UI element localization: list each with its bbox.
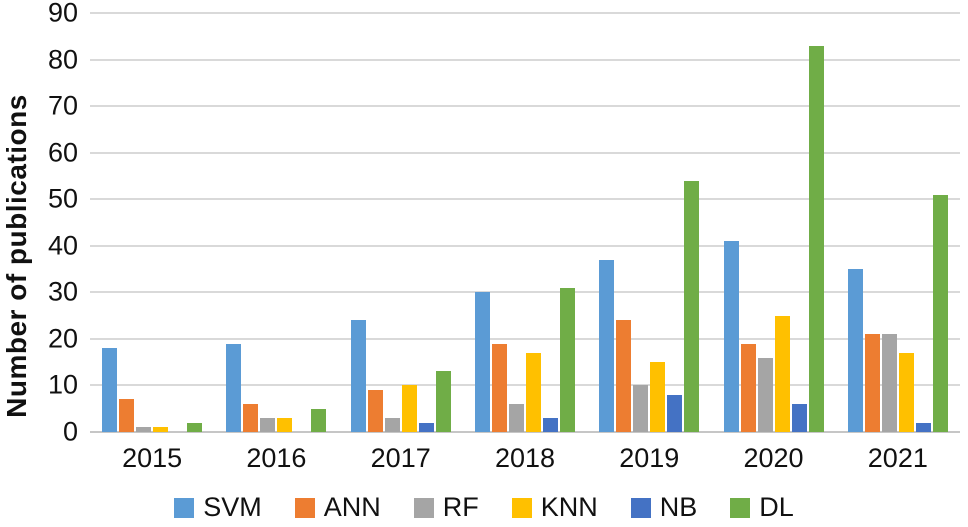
bar-rf-2020 — [757, 357, 773, 432]
legend-label: ANN — [323, 492, 381, 522]
x-tick-label-2020: 2020 — [743, 443, 804, 473]
y-tick-label-40: 40 — [47, 230, 78, 261]
legend-label: RF — [442, 492, 479, 522]
gridline-90 — [90, 12, 960, 14]
legend-swatch-icon — [511, 497, 532, 518]
bar-svm-2015 — [102, 348, 118, 432]
bar-dl-2016 — [311, 408, 327, 432]
bar-dl-2018 — [559, 287, 575, 432]
bar-svm-2018 — [474, 292, 490, 432]
legend-item-knn: KNN — [511, 492, 598, 523]
y-tick-label-30: 30 — [47, 276, 78, 307]
x-tick-label-2019: 2019 — [619, 443, 680, 473]
bar-group-2016 — [214, 13, 338, 432]
bar-ann-2015 — [119, 399, 135, 432]
y-tick-label-80: 80 — [47, 44, 78, 75]
bar-group-2019 — [587, 13, 711, 432]
x-tick-label-2021: 2021 — [867, 443, 928, 473]
bar-knn-2015 — [153, 427, 169, 432]
legend-label: NB — [659, 492, 698, 522]
legend-item-rf: RF — [413, 492, 479, 523]
bar-dl-2020 — [808, 45, 824, 432]
bar-svm-2020 — [723, 241, 739, 432]
gridline-10 — [90, 384, 960, 387]
bar-knn-2021 — [898, 352, 914, 432]
bar-rf-2016 — [260, 418, 276, 432]
legend-swatch-icon — [413, 497, 434, 518]
bar-group-2015 — [90, 13, 214, 432]
gridline-50 — [90, 198, 960, 201]
bar-knn-2019 — [650, 362, 666, 432]
bar-group-2021 — [836, 13, 960, 432]
legend-label: KNN — [540, 492, 598, 522]
bar-nb-2017 — [418, 422, 434, 432]
bar-rf-2017 — [384, 418, 400, 432]
bar-dl-2015 — [187, 422, 203, 432]
y-tick-label-50: 50 — [47, 183, 78, 214]
x-tick-label-2016: 2016 — [246, 443, 307, 473]
bar-dl-2019 — [684, 180, 700, 432]
bar-dl-2017 — [435, 371, 451, 432]
bar-dl-2021 — [932, 194, 948, 432]
bar-rf-2018 — [508, 404, 524, 432]
legend-item-ann: ANN — [294, 492, 381, 523]
bar-svm-2017 — [350, 320, 366, 432]
gridline-0 — [90, 431, 960, 433]
y-axis-title: Number of publications — [1, 94, 32, 418]
bar-group-2018 — [463, 13, 587, 432]
gridline-70 — [90, 105, 960, 108]
bar-nb-2020 — [791, 404, 807, 432]
legend-label: SVM — [203, 492, 262, 522]
gridline-40 — [90, 244, 960, 247]
legend: SVM ANN RF KNN NB DL — [0, 492, 968, 523]
gridline-60 — [90, 151, 960, 154]
bar-knn-2020 — [774, 315, 790, 432]
gridline-20 — [90, 337, 960, 340]
bar-knn-2016 — [277, 418, 293, 432]
gridline-30 — [90, 291, 960, 294]
legend-item-dl: DL — [730, 492, 794, 523]
bar-ann-2020 — [740, 343, 756, 432]
legend-swatch-icon — [630, 497, 651, 518]
y-tick-label-90: 90 — [47, 0, 78, 28]
x-tick-label-2018: 2018 — [494, 443, 556, 473]
x-tick-label-2015: 2015 — [122, 443, 183, 473]
y-tick-label-20: 20 — [47, 323, 78, 354]
bar-ann-2018 — [491, 343, 507, 432]
bar-rf-2015 — [136, 427, 152, 432]
bar-ann-2016 — [243, 404, 259, 432]
legend-swatch-icon — [730, 497, 751, 518]
bar-ann-2017 — [367, 390, 383, 432]
y-tick-label-60: 60 — [47, 137, 78, 168]
bar-knn-2018 — [525, 352, 541, 432]
legend-swatch-icon — [294, 497, 315, 518]
y-tick-label-10: 10 — [47, 369, 78, 400]
x-tick-label-2017: 2017 — [370, 443, 431, 473]
plot-area: 0 10 20 30 40 50 60 70 80 90 — [48, 0, 960, 447]
bar-nb-2021 — [915, 422, 931, 432]
bar-svm-2021 — [847, 269, 863, 432]
bar-group-2020 — [711, 13, 835, 432]
gridline-80 — [90, 58, 960, 61]
bar-knn-2017 — [401, 385, 417, 432]
y-tick-label-70: 70 — [47, 90, 78, 121]
y-tick-label-0: 0 — [62, 416, 78, 447]
bar-ann-2019 — [616, 320, 632, 432]
legend-item-nb: NB — [630, 492, 698, 523]
bar-group-2017 — [339, 13, 463, 432]
legend-swatch-icon — [174, 497, 195, 518]
bar-nb-2019 — [667, 394, 683, 432]
bar-ann-2021 — [864, 334, 880, 432]
legend-item-svm: SVM — [174, 492, 262, 523]
x-axis-labels: 2015 2016 2017 2018 2019 2020 2021 — [90, 443, 960, 474]
legend-label: DL — [759, 492, 794, 522]
bar-rf-2019 — [633, 385, 649, 432]
bar-rf-2021 — [881, 334, 897, 432]
bar-groups — [90, 13, 960, 432]
bar-nb-2018 — [542, 418, 558, 432]
bar-svm-2019 — [599, 259, 615, 432]
bar-svm-2016 — [226, 343, 242, 432]
